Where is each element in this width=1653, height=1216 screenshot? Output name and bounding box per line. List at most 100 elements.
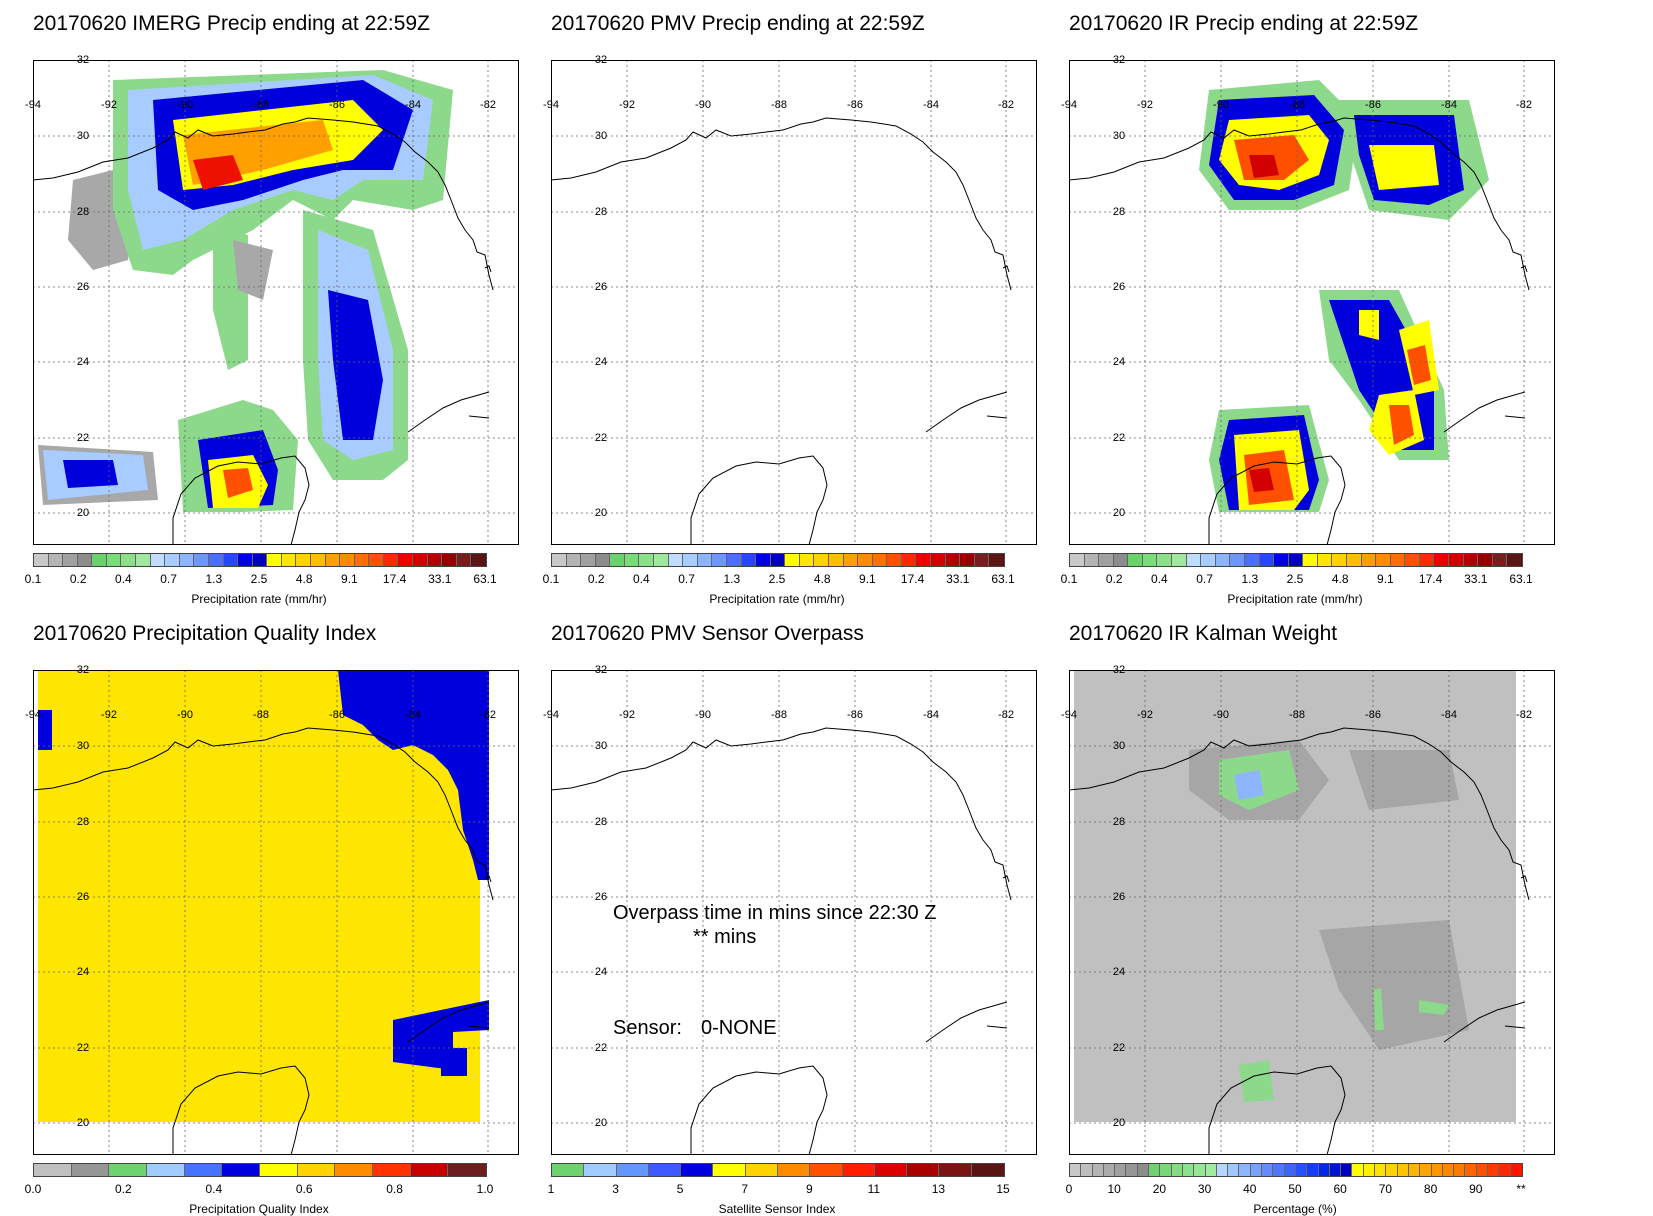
coastline — [551, 117, 1012, 545]
colorbar-cell — [668, 554, 684, 566]
colorbar-tick-label: 0.6 — [295, 1182, 313, 1196]
colorbar-cell — [872, 554, 888, 566]
colorbar-tick-label: 17.4 — [900, 572, 925, 586]
sensor-value: 0-NONE — [701, 1017, 777, 1039]
lat-label: 32 — [594, 54, 608, 66]
lat-label: 28 — [76, 206, 90, 218]
lon-label: -86 — [329, 709, 345, 721]
colorbar-cell — [1259, 554, 1275, 566]
colorbar-cell — [448, 1164, 486, 1176]
lon-label: -88 — [253, 709, 269, 721]
colorbar-cell — [223, 554, 239, 566]
colorbar-cell — [471, 554, 486, 566]
grid-lines — [33, 670, 519, 1155]
colorbar-title: Precipitation rate (mm/hr) — [1227, 592, 1363, 606]
colorbar-cell — [610, 554, 625, 566]
colorbar-cell — [1303, 554, 1318, 566]
colorbar-cell — [398, 554, 414, 566]
map-area[interactable] — [33, 60, 519, 545]
colorbar-title: Precipitation Quality Index — [189, 1202, 329, 1216]
lat-label: 32 — [1112, 664, 1126, 676]
colorbar-tick-label: 0.1 — [24, 572, 42, 586]
lon-label: -86 — [1365, 99, 1381, 111]
lat-label: 26 — [1112, 891, 1126, 903]
colorbar-cell — [713, 1164, 746, 1176]
map-area[interactable] — [551, 60, 1037, 545]
map-area[interactable] — [1069, 60, 1555, 545]
colorbar-cell — [1476, 1164, 1488, 1176]
colorbar-cell — [907, 1164, 940, 1176]
colorbar-tick-label: 0 — [1065, 1182, 1073, 1196]
colorbar-cell — [281, 554, 297, 566]
colorbar-cell — [726, 554, 742, 566]
coastline — [1069, 727, 1530, 1155]
colorbar-cell — [1405, 554, 1420, 566]
colorbar — [33, 1163, 487, 1177]
lat-label: 28 — [594, 206, 608, 218]
panel-title: 20170620 Precipitation Quality Index — [33, 622, 377, 645]
coastline — [33, 117, 494, 545]
map-area[interactable] — [33, 670, 519, 1155]
colorbar-cell — [179, 554, 195, 566]
panel-title: 20170620 IMERG Precip ending at 22:59Z — [33, 12, 430, 35]
map-area[interactable] — [1069, 670, 1555, 1155]
colorbar-cell — [1186, 554, 1202, 566]
lat-label: 20 — [1112, 507, 1126, 519]
colorbar-tick-label: 90 — [1469, 1182, 1483, 1196]
colorbar-cell — [1318, 1164, 1330, 1176]
colorbar-cell — [960, 554, 975, 566]
lon-label: -94 — [25, 709, 41, 721]
lon-label: -86 — [847, 99, 863, 111]
colorbar-cell — [939, 1164, 972, 1176]
colorbar-tick-label: 63.1 — [991, 572, 1015, 586]
lon-label: -90 — [177, 99, 193, 111]
colorbar-cell — [1346, 554, 1362, 566]
panel-pmv-precip: 20170620 PMV Precip ending at 22:59Z -94 -… — [518, 0, 1038, 606]
colorbar-tick-label: 0.1 — [1060, 572, 1078, 586]
colorbar-cell — [770, 554, 786, 566]
lon-label: -88 — [1289, 99, 1305, 111]
lat-label: 32 — [594, 664, 608, 676]
colorbar-cell — [1182, 1164, 1195, 1176]
colorbar-title: Satellite Sensor Index — [718, 1202, 836, 1216]
lon-label: -84 — [405, 99, 421, 111]
lat-label: 26 — [76, 281, 90, 293]
map-area[interactable] — [551, 670, 1037, 1155]
colorbar-cell — [639, 554, 655, 566]
lon-label: -86 — [847, 709, 863, 721]
colorbar-cell — [1454, 1164, 1466, 1176]
colorbar-cell — [1273, 1164, 1285, 1176]
lon-label: -84 — [923, 709, 939, 721]
lon-label: -92 — [619, 709, 635, 721]
panel-title: 20170620 PMV Precip ending at 22:59Z — [551, 12, 925, 35]
colorbar-title: Percentage (%) — [1253, 1202, 1337, 1216]
lat-label: 22 — [594, 1042, 608, 1054]
lon-label: -92 — [101, 709, 117, 721]
colorbar-cell — [681, 1164, 714, 1176]
lat-label: 30 — [76, 130, 90, 142]
lat-label: 24 — [1112, 356, 1126, 368]
colorbar-tick-label: 0.2 — [587, 572, 605, 586]
colorbar-cell — [1084, 554, 1100, 566]
colorbar-cell — [777, 1164, 811, 1176]
colorbar-cell — [1376, 554, 1391, 566]
grid-lines — [33, 60, 519, 545]
coastline — [551, 727, 1012, 1155]
lat-label: 32 — [1112, 54, 1126, 66]
colorbar-cell — [552, 554, 567, 566]
lat-label: 20 — [1112, 1117, 1126, 1129]
colorbar-cell — [310, 554, 326, 566]
lon-label: -90 — [1213, 99, 1229, 111]
colorbar-cell — [1149, 1164, 1161, 1176]
lat-label: 30 — [1112, 740, 1126, 752]
colorbar-cell — [595, 554, 611, 566]
colorbar-cell — [1103, 1164, 1116, 1176]
panel-ir-precip: 20170620 IR Precip ending at 22:59Z -94 -9… — [1036, 0, 1556, 606]
colorbar-cell — [1352, 1164, 1364, 1176]
lat-label: 24 — [594, 356, 608, 368]
colorbar-cell — [1115, 1164, 1127, 1176]
colorbar-cell — [1099, 554, 1114, 566]
colorbar-cell — [1284, 1164, 1296, 1176]
colorbar-tick-label: 0.4 — [633, 572, 650, 586]
colorbar-cell — [63, 554, 78, 566]
